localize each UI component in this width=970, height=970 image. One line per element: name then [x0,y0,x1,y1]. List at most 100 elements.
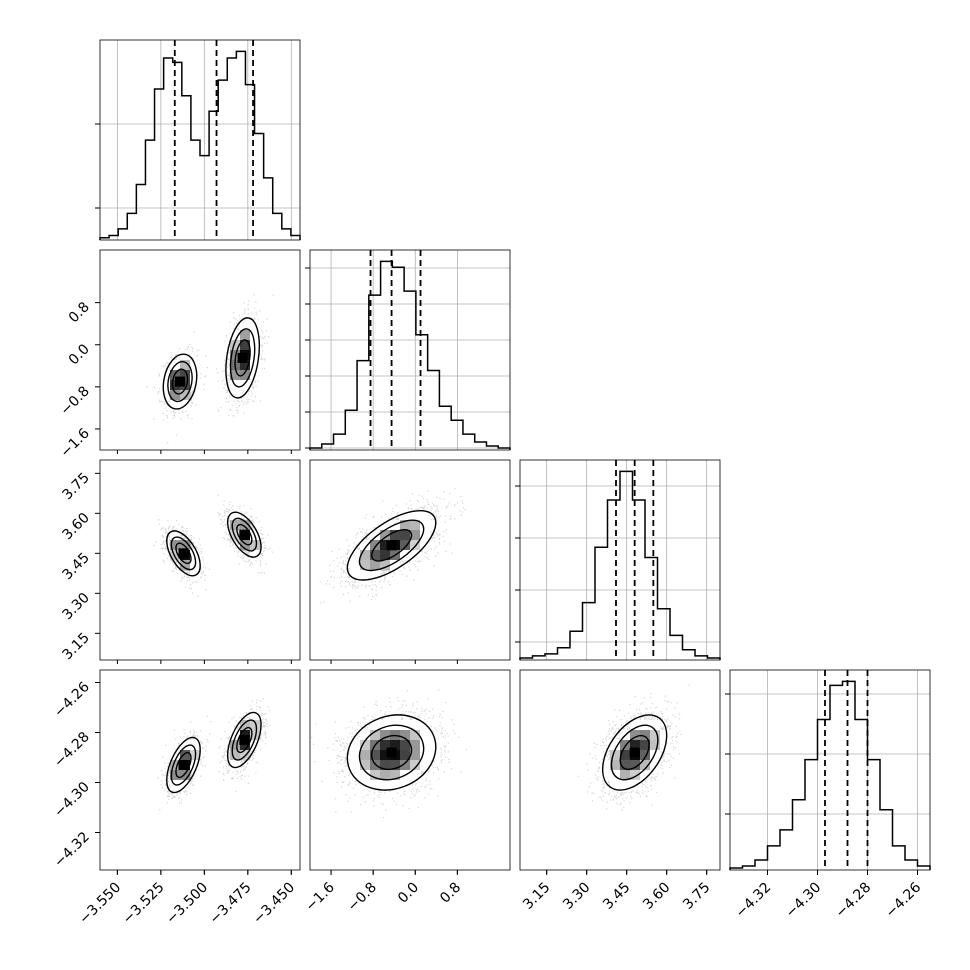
density-cell [170,540,181,551]
pair-panel-4-1 [99,669,301,871]
density-cell [410,520,421,531]
density-cell [360,730,371,741]
histogram-step [309,260,511,450]
density-cell [630,770,641,781]
panel-frame [99,459,301,661]
y-tick-label: 0.8 [66,299,93,326]
density-cell [170,400,181,411]
density-cell [380,520,391,531]
x-tick-label: 3.60 [640,880,673,913]
density-cell [420,740,431,751]
density-cell [650,740,661,751]
density-cell [350,760,361,771]
y-tick-label: −4.26 [51,679,93,721]
panel-content [577,684,690,811]
density-cell [400,730,411,741]
contour-line [170,536,197,571]
density-cell [240,520,251,531]
density-cell [380,530,391,541]
density-cell [350,560,361,571]
density-cell [180,350,191,361]
density-cell [370,570,381,581]
density-cell [630,740,641,751]
contour-line [171,368,189,395]
density-cell [380,550,391,561]
density-cell [250,330,261,341]
panel-frame [519,669,721,871]
density-cell [230,370,241,381]
density-cell [170,550,181,561]
density-cell [400,750,411,761]
density-cell [350,550,361,561]
density-cell [390,770,401,781]
y-tick-label: −4.32 [51,829,93,871]
contour-line [226,711,262,769]
density-cell [230,750,241,761]
contour-line [610,724,659,781]
panel-frame [309,249,511,451]
density-cell [240,370,251,381]
density-cell [630,760,641,771]
density-cell [640,760,651,771]
density-cell [650,760,661,771]
x-tick-label: −4.28 [833,880,875,922]
y-tick-label: 3.45 [59,550,92,583]
density-cell [180,390,191,401]
contour-line [370,734,413,771]
density-cell [400,780,411,791]
pair-panel-2-1 [99,249,301,451]
density-cell [380,560,391,571]
density-cell [400,520,411,531]
x-tick-label: 3.75 [680,880,713,913]
density-cell [380,760,391,771]
panel-content [319,487,466,604]
density-cell [650,730,661,741]
y-tick-label: −4.28 [51,729,93,771]
panel-frame [99,669,301,871]
panel-content [157,698,271,811]
y-tick-label: 3.15 [59,630,92,663]
density-cell [380,540,391,551]
density-cell [180,750,191,761]
density-cell [650,720,661,731]
panel-frame [729,669,931,871]
x-tick-label: 3.45 [600,880,633,913]
contour-line [226,511,262,558]
contour-line [346,714,437,791]
density-cell [390,760,401,771]
density-cell [180,540,191,551]
density-cell [370,780,381,791]
density-cell [360,560,371,571]
density-cell [240,330,251,341]
density-cell [230,390,241,401]
density-cell [610,740,621,751]
density-cell [230,730,241,741]
density-cell [640,730,651,741]
contour-line [370,529,413,562]
density-cell [240,720,251,731]
density-cell [380,740,391,751]
density-cell [410,530,421,541]
density-cell [390,530,401,541]
density-cell [240,360,251,371]
density-cell [230,740,241,751]
contour-line [358,519,425,572]
density-peak [178,760,189,770]
contour-line [225,317,261,399]
density-cell [600,770,611,781]
histogram-panel-1 [95,39,301,241]
contour-line [234,339,251,377]
density-cell [190,760,201,771]
density-cell [170,750,181,761]
contour-line [236,726,253,754]
contour-line [166,530,201,577]
y-tick-label: −1.6 [57,425,92,460]
contour-line [619,734,650,771]
density-cell [410,760,421,771]
density-cell [400,720,411,731]
pair-panel-3-2 [309,459,511,661]
density-cell [620,750,631,761]
pair-panel-4-3 [519,669,721,871]
density-cell [250,720,261,731]
